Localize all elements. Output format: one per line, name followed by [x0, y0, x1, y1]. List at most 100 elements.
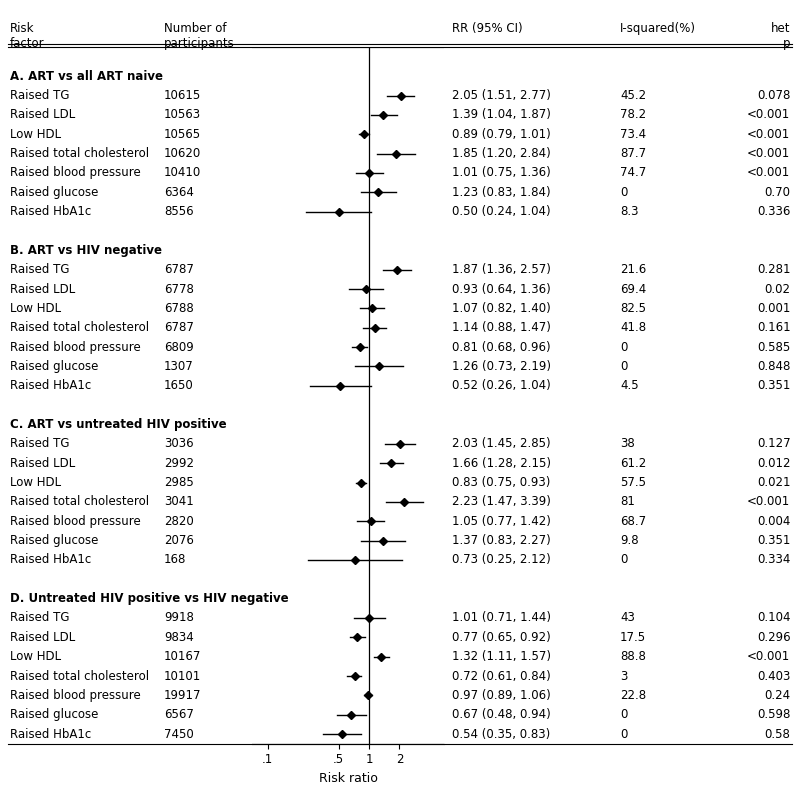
Text: 74.7: 74.7: [620, 167, 646, 179]
Text: 0.50 (0.24, 1.04): 0.50 (0.24, 1.04): [452, 205, 550, 218]
Text: 0.81 (0.68, 0.96): 0.81 (0.68, 0.96): [452, 341, 550, 353]
Text: Raised TG: Raised TG: [10, 438, 69, 450]
Text: 6364: 6364: [164, 186, 194, 199]
Text: 0.281: 0.281: [757, 263, 790, 276]
Text: 69.4: 69.4: [620, 283, 646, 296]
Text: 0: 0: [620, 727, 627, 741]
Text: 0.598: 0.598: [757, 708, 790, 721]
Text: Raised glucose: Raised glucose: [10, 708, 98, 721]
Text: Raised glucose: Raised glucose: [10, 534, 98, 547]
Text: A. ART vs all ART naive: A. ART vs all ART naive: [10, 70, 162, 83]
Text: 0: 0: [620, 360, 627, 373]
Text: 1.14 (0.88, 1.47): 1.14 (0.88, 1.47): [452, 321, 551, 334]
Text: 8.3: 8.3: [620, 205, 638, 218]
Text: Raised glucose: Raised glucose: [10, 186, 98, 199]
Text: 0.67 (0.48, 0.94): 0.67 (0.48, 0.94): [452, 708, 550, 721]
Text: Risk
factor: Risk factor: [10, 22, 44, 50]
Text: 0.351: 0.351: [757, 534, 790, 547]
Text: 73.4: 73.4: [620, 127, 646, 141]
Text: Raised LDL: Raised LDL: [10, 456, 75, 470]
Text: 0.97 (0.89, 1.06): 0.97 (0.89, 1.06): [452, 689, 550, 702]
Text: 43: 43: [620, 611, 635, 624]
Text: 82.5: 82.5: [620, 302, 646, 315]
Text: 0.58: 0.58: [765, 727, 790, 741]
Text: 0.848: 0.848: [757, 360, 790, 373]
Text: Raised blood pressure: Raised blood pressure: [10, 341, 140, 353]
Text: Raised LDL: Raised LDL: [10, 631, 75, 644]
Text: 6788: 6788: [164, 302, 194, 315]
Text: 2985: 2985: [164, 476, 194, 489]
Text: 6778: 6778: [164, 283, 194, 296]
Text: Raised glucose: Raised glucose: [10, 360, 98, 373]
Text: Raised total cholesterol: Raised total cholesterol: [10, 321, 149, 334]
Text: 0.02: 0.02: [765, 283, 790, 296]
Text: 61.2: 61.2: [620, 456, 646, 470]
Text: Raised HbA1c: Raised HbA1c: [10, 379, 91, 392]
Text: 3036: 3036: [164, 438, 194, 450]
Text: Raised HbA1c: Raised HbA1c: [10, 727, 91, 741]
Text: 19917: 19917: [164, 689, 202, 702]
Text: 9.8: 9.8: [620, 534, 638, 547]
Text: 0.83 (0.75, 0.93): 0.83 (0.75, 0.93): [452, 476, 550, 489]
Text: 2.05 (1.51, 2.77): 2.05 (1.51, 2.77): [452, 89, 551, 102]
Text: 0.001: 0.001: [757, 302, 790, 315]
Text: 81: 81: [620, 495, 635, 508]
Text: 1650: 1650: [164, 379, 194, 392]
Text: 1.37 (0.83, 2.27): 1.37 (0.83, 2.27): [452, 534, 550, 547]
Text: 2.03 (1.45, 2.85): 2.03 (1.45, 2.85): [452, 438, 550, 450]
Text: 0.104: 0.104: [757, 611, 790, 624]
Text: 1.39 (1.04, 1.87): 1.39 (1.04, 1.87): [452, 109, 551, 121]
Text: 168: 168: [164, 553, 186, 567]
Text: 21.6: 21.6: [620, 263, 646, 276]
Text: 0.89 (0.79, 1.01): 0.89 (0.79, 1.01): [452, 127, 550, 141]
Text: 1.87 (1.36, 2.57): 1.87 (1.36, 2.57): [452, 263, 551, 276]
X-axis label: Risk ratio: Risk ratio: [318, 772, 378, 785]
Text: Raised TG: Raised TG: [10, 89, 69, 102]
Text: 0.403: 0.403: [757, 670, 790, 682]
Text: Raised blood pressure: Raised blood pressure: [10, 167, 140, 179]
Text: 0.72 (0.61, 0.84): 0.72 (0.61, 0.84): [452, 670, 550, 682]
Text: 10167: 10167: [164, 650, 202, 663]
Text: 10565: 10565: [164, 127, 201, 141]
Text: 1.01 (0.75, 1.36): 1.01 (0.75, 1.36): [452, 167, 550, 179]
Text: 9918: 9918: [164, 611, 194, 624]
Text: C. ART vs untreated HIV positive: C. ART vs untreated HIV positive: [10, 418, 226, 431]
Text: RR (95% CI): RR (95% CI): [452, 22, 522, 35]
Text: Raised TG: Raised TG: [10, 611, 69, 624]
Text: 1.23 (0.83, 1.84): 1.23 (0.83, 1.84): [452, 186, 550, 199]
Text: 17.5: 17.5: [620, 631, 646, 644]
Text: 2076: 2076: [164, 534, 194, 547]
Text: 1.07 (0.82, 1.40): 1.07 (0.82, 1.40): [452, 302, 550, 315]
Text: 0.70: 0.70: [765, 186, 790, 199]
Text: <0.001: <0.001: [747, 109, 790, 121]
Text: 0: 0: [620, 341, 627, 353]
Text: 8556: 8556: [164, 205, 194, 218]
Text: Raised HbA1c: Raised HbA1c: [10, 205, 91, 218]
Text: 2.23 (1.47, 3.39): 2.23 (1.47, 3.39): [452, 495, 551, 508]
Text: Raised total cholesterol: Raised total cholesterol: [10, 147, 149, 160]
Text: 0.296: 0.296: [757, 631, 790, 644]
Text: 38: 38: [620, 438, 634, 450]
Text: 2992: 2992: [164, 456, 194, 470]
Text: Raised LDL: Raised LDL: [10, 283, 75, 296]
Text: 10563: 10563: [164, 109, 201, 121]
Text: 3041: 3041: [164, 495, 194, 508]
Text: <0.001: <0.001: [747, 127, 790, 141]
Text: Low HDL: Low HDL: [10, 302, 61, 315]
Text: Low HDL: Low HDL: [10, 127, 61, 141]
Text: 0.127: 0.127: [757, 438, 790, 450]
Text: 0.078: 0.078: [757, 89, 790, 102]
Text: 0.93 (0.64, 1.36): 0.93 (0.64, 1.36): [452, 283, 550, 296]
Text: 10101: 10101: [164, 670, 202, 682]
Text: 0.24: 0.24: [764, 689, 790, 702]
Text: 2820: 2820: [164, 515, 194, 528]
Text: 41.8: 41.8: [620, 321, 646, 334]
Text: 0: 0: [620, 553, 627, 567]
Text: Low HDL: Low HDL: [10, 650, 61, 663]
Text: 6567: 6567: [164, 708, 194, 721]
Text: 0: 0: [620, 186, 627, 199]
Text: 0.585: 0.585: [757, 341, 790, 353]
Text: Raised blood pressure: Raised blood pressure: [10, 515, 140, 528]
Text: 1.26 (0.73, 2.19): 1.26 (0.73, 2.19): [452, 360, 551, 373]
Text: 68.7: 68.7: [620, 515, 646, 528]
